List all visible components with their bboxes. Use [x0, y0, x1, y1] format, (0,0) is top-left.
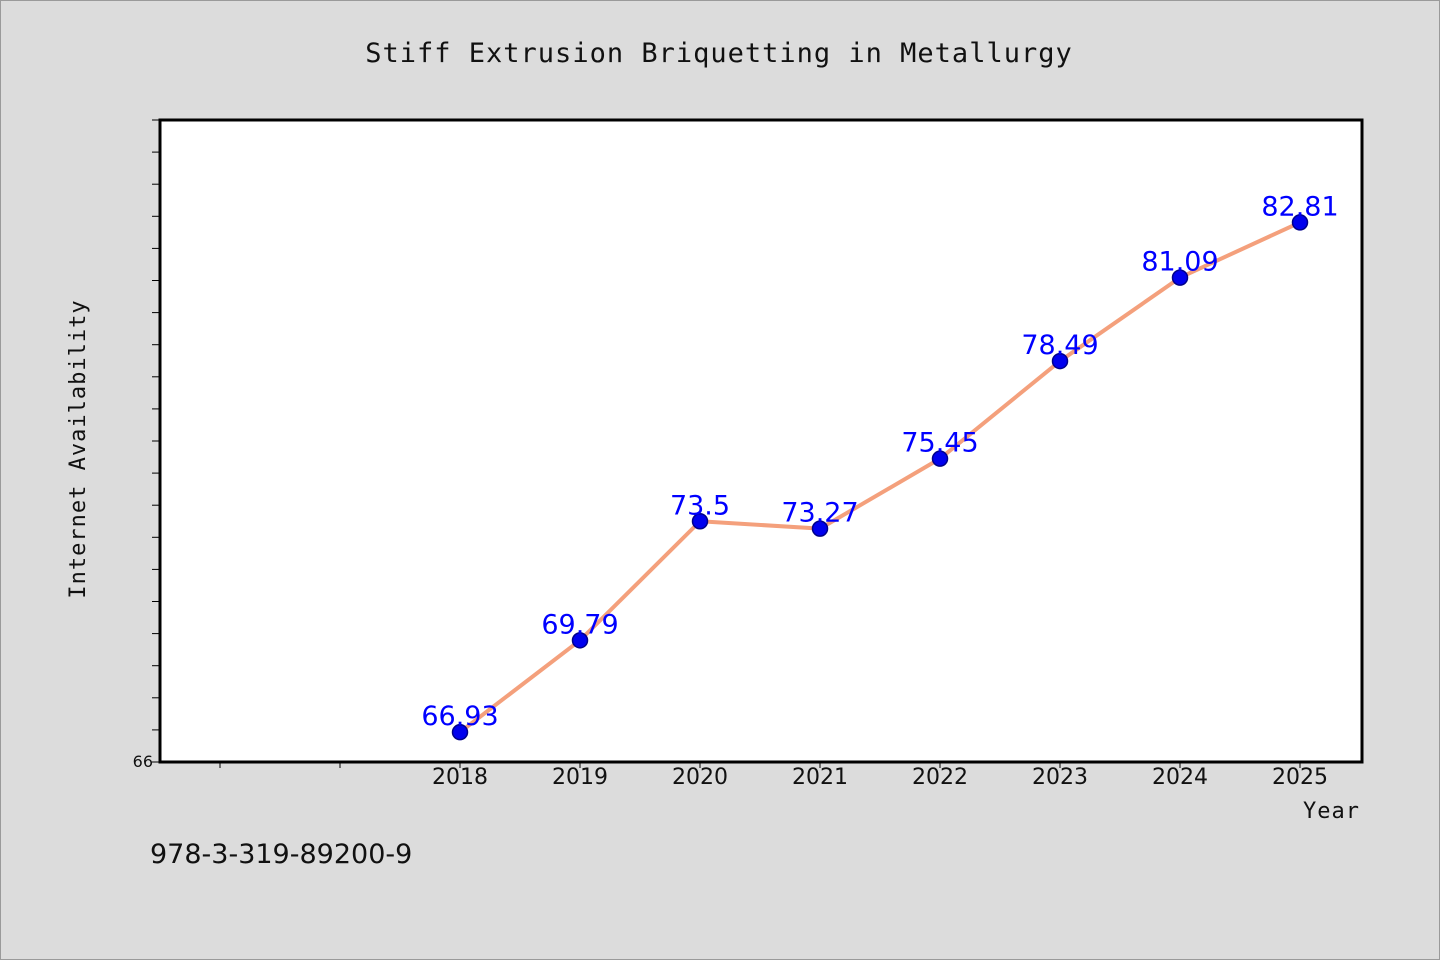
data-label: 81.09	[1141, 247, 1218, 278]
data-label: 73.5	[670, 490, 730, 521]
y-axis-ticks	[152, 119, 160, 763]
data-label: 73.27	[781, 498, 858, 529]
data-label: 82.81	[1261, 191, 1338, 222]
x-axis-ticks	[219, 762, 1301, 768]
x-tick-label: 2018	[432, 765, 488, 790]
x-axis-label: Year	[1303, 799, 1360, 824]
x-tick-label: 2025	[1272, 765, 1328, 790]
series-0: 66.93 69.79 73.5 73.27 75.45 78.49 81.09 82.81	[421, 191, 1339, 741]
x-tick-label: 2021	[792, 765, 848, 790]
data-point	[1171, 269, 1189, 286]
chart-title: Stiff Extrusion Briquetting in Metallurg…	[365, 38, 1072, 69]
isbn-footer: 978-3-319-89200-9	[150, 839, 412, 870]
data-point	[1291, 214, 1309, 231]
x-tick-label: 2024	[1152, 765, 1208, 790]
y-axis-label: Internet Availability	[66, 299, 91, 598]
series-line	[458, 220, 1302, 735]
x-tick-label: 2023	[1032, 765, 1088, 790]
data-label: 69.79	[541, 609, 618, 640]
plot-area	[158, 118, 1364, 764]
y-tick-label-min: 66	[133, 752, 153, 771]
data-label: 66.93	[421, 701, 498, 732]
data-point	[1051, 352, 1069, 370]
data-label: 78.49	[1021, 330, 1098, 361]
data-label: 75.45	[901, 428, 978, 459]
data-point	[571, 632, 589, 649]
data-point	[451, 723, 469, 741]
data-point	[691, 513, 709, 530]
x-tick-label: 2020	[672, 765, 728, 790]
data-point	[811, 520, 829, 537]
data-point	[931, 450, 949, 467]
x-axis-tick-labels: 2018 2019 2020 2021 2022 2023 2024 2025	[432, 765, 1328, 790]
x-tick-label: 2022	[912, 765, 968, 790]
x-tick-label: 2019	[552, 765, 608, 790]
